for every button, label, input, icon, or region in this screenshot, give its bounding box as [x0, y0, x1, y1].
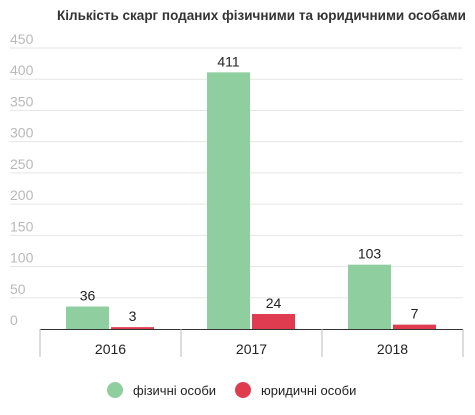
- y-tick-label: 450: [10, 31, 34, 47]
- legend-label: юридичні особи: [261, 383, 356, 398]
- legend-swatch: [107, 382, 123, 398]
- x-axis: 2016 2017 2018: [39, 329, 464, 357]
- data-labels: 36 3 411 24 103 7: [80, 53, 419, 324]
- data-label: 411: [217, 53, 240, 69]
- bar-юридичні-особи-2018: [393, 324, 436, 329]
- y-tick-label: 300: [10, 125, 34, 141]
- data-label: 103: [358, 246, 382, 262]
- bar-фізичні-особи-2018: [348, 264, 391, 329]
- bar-юридичні-особи-2017: [252, 314, 295, 329]
- y-tick-label: 50: [10, 281, 26, 297]
- x-tick-label: 2016: [95, 341, 126, 357]
- y-tick-label: 250: [10, 156, 34, 172]
- legend-label: фізичні особи: [133, 383, 216, 398]
- data-label: 3: [129, 308, 137, 324]
- chart-title: Кількість скарг поданих фізичними та юри…: [57, 8, 466, 23]
- x-tick-label: 2018: [377, 341, 408, 357]
- y-tick-label: 200: [10, 187, 34, 203]
- bar-юридичні-особи-2016: [111, 327, 154, 329]
- data-label: 36: [80, 288, 96, 304]
- bar-фізичні-особи-2016: [66, 306, 109, 329]
- legend: фізичні особи юридичні особи: [107, 382, 356, 398]
- y-tick-label: 350: [10, 93, 34, 109]
- data-label: 7: [411, 306, 419, 322]
- legend-swatch: [235, 382, 251, 398]
- y-tick-label: 0: [10, 312, 18, 328]
- y-tick-label: 100: [10, 250, 34, 266]
- bars: [66, 72, 436, 329]
- x-tick-label: 2017: [236, 341, 267, 357]
- y-tick-label: 400: [10, 62, 34, 78]
- y-tick-label: 150: [10, 218, 34, 234]
- bar-фізичні-особи-2017: [207, 72, 250, 329]
- y-axis: 0 50 100 150 200 250 300 350 400 450: [10, 31, 34, 328]
- data-label: 24: [266, 295, 282, 311]
